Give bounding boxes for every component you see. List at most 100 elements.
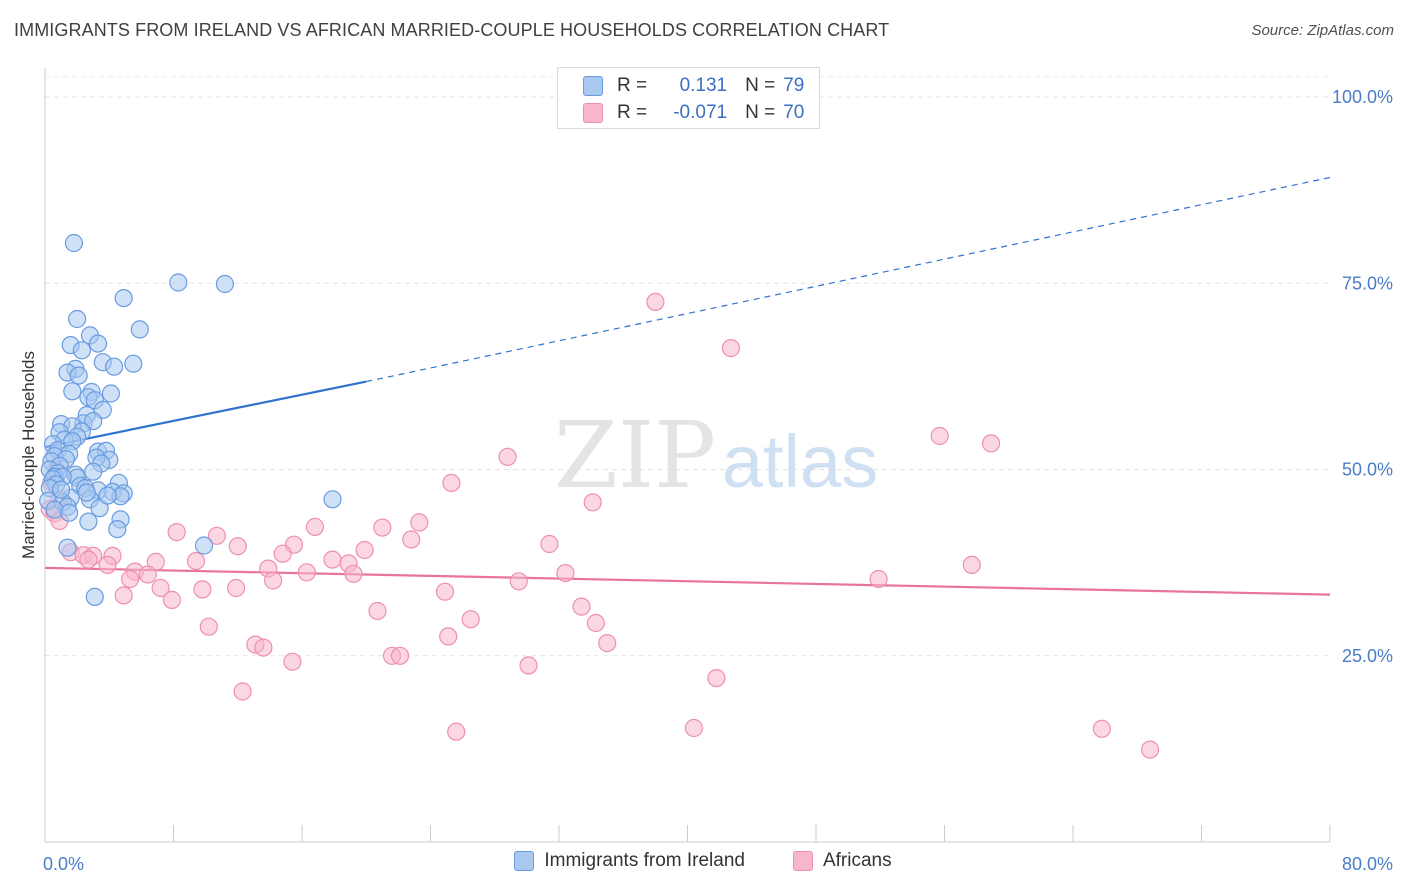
point-africans (138, 565, 157, 584)
point-ireland (130, 320, 149, 339)
point-ireland (169, 273, 188, 292)
point-ireland (77, 483, 96, 502)
point-africans (373, 518, 392, 537)
point-africans (79, 550, 98, 569)
point-africans (435, 582, 455, 601)
point-africans (442, 473, 461, 492)
point-africans (390, 646, 410, 665)
stats-n-value: 70 (783, 102, 805, 123)
point-africans (707, 668, 726, 688)
y-axis-label: Married-couple Households (19, 351, 38, 559)
x-tick-label: 0.0% (43, 854, 84, 874)
watermark-zip: ZIP (554, 402, 716, 509)
point-africans (869, 569, 888, 589)
source-credit: Source: ZipAtlas.com (1251, 22, 1394, 39)
stats-r-value: -0.071 (673, 102, 728, 123)
point-ireland (67, 309, 87, 329)
trend-line-ireland-extension (366, 176, 1331, 383)
point-africans (283, 652, 302, 671)
y-tick-label: 100.0% (1332, 87, 1393, 107)
point-africans (540, 534, 559, 554)
point-ireland (101, 384, 121, 403)
stats-row-ireland: R = 0.131 N = 79 (583, 72, 804, 100)
trend-lines (44, 176, 1331, 596)
point-ireland (114, 289, 133, 308)
point-africans (162, 590, 181, 610)
legend-swatch-ireland (514, 851, 535, 871)
point-ireland (84, 412, 103, 431)
point-africans (1092, 719, 1112, 738)
point-africans (1140, 740, 1160, 759)
stats-r-label: R = (617, 75, 648, 96)
point-africans (193, 580, 212, 599)
point-africans (981, 434, 1001, 453)
watermark-atlas: atlas (722, 420, 878, 503)
trend-line-ireland (44, 380, 367, 449)
point-africans (264, 571, 283, 590)
point-africans (498, 447, 517, 466)
point-africans (151, 578, 170, 598)
x-tick-label: 80.0% (1342, 854, 1393, 874)
tick-labels: 25.0% 50.0% 75.0% 100.0% 0.0% 80.0% (43, 87, 1393, 874)
point-ireland (63, 382, 82, 401)
point-africans (254, 638, 273, 657)
point-africans (461, 610, 480, 629)
point-ireland (72, 341, 92, 360)
point-africans (598, 633, 617, 653)
point-africans (273, 544, 292, 563)
point-ireland (104, 357, 124, 376)
point-africans (447, 722, 466, 741)
stats-n-label: N = (745, 75, 776, 96)
point-ireland (124, 354, 143, 373)
point-africans (167, 522, 186, 542)
stats-row-africans: R = -0.071 N = 70 (583, 99, 804, 127)
stats-swatch-ireland (583, 76, 603, 96)
y-tick-label: 25.0% (1342, 646, 1393, 666)
point-ireland (108, 519, 127, 539)
legend-item-ireland[interactable]: Immigrants from Ireland (514, 850, 745, 872)
point-africans (355, 540, 374, 560)
point-ireland (51, 480, 71, 499)
point-africans (962, 555, 981, 575)
stats-n-label: N = (745, 102, 776, 123)
stats-legend: R = 0.131 N = 79 R = -0.071 N = 70 (557, 67, 820, 129)
point-africans (121, 569, 140, 589)
point-africans (368, 601, 387, 621)
trend-line-africans (44, 566, 1331, 596)
point-africans (114, 586, 133, 605)
point-ireland (98, 486, 117, 505)
bottom-legend: Immigrants from Ireland Africans (0, 850, 1406, 872)
point-ireland (323, 490, 342, 509)
legend-swatch-africans (792, 851, 813, 871)
point-africans (646, 292, 665, 311)
point-africans (297, 563, 316, 582)
point-africans (439, 627, 458, 646)
point-africans (572, 597, 591, 616)
point-africans (402, 530, 421, 549)
point-africans (344, 564, 363, 583)
point-africans (930, 426, 949, 446)
point-ireland (58, 538, 77, 557)
stats-n-value: 79 (783, 75, 805, 96)
point-africans (583, 493, 602, 512)
legend-label-ireland: Immigrants from Ireland (544, 850, 745, 871)
grid-lines (45, 76, 1330, 657)
legend-item-africans[interactable]: Africans (792, 850, 892, 872)
watermark: ZIP atlas (554, 402, 878, 509)
point-africans (519, 656, 538, 675)
point-africans (186, 551, 206, 571)
point-africans (556, 563, 575, 583)
y-tick-label: 75.0% (1342, 273, 1393, 293)
point-africans (323, 550, 342, 569)
point-africans (227, 578, 246, 598)
data-points (39, 233, 1160, 759)
point-africans (410, 513, 429, 532)
point-ireland (64, 233, 84, 253)
point-africans (207, 526, 226, 545)
point-africans (586, 613, 606, 633)
point-ireland (88, 334, 108, 353)
point-ireland (215, 274, 234, 294)
point-africans (721, 339, 741, 358)
point-ireland (69, 366, 88, 385)
